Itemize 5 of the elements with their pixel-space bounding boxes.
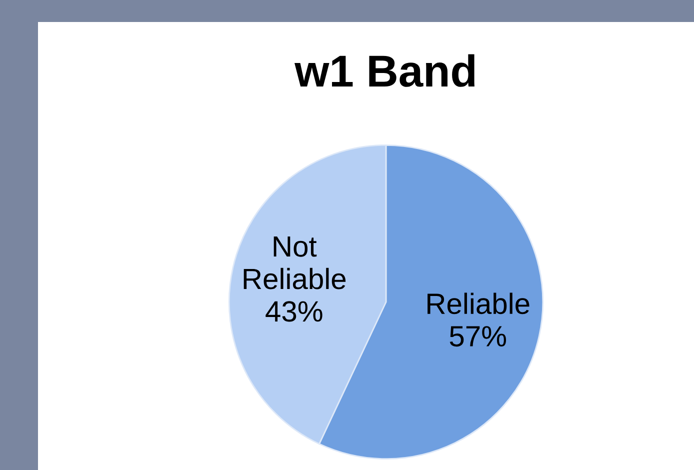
chart-title: w1 Band [294,54,474,87]
slice-label: Not Reliable [244,236,346,290]
data-label: 43% [266,301,322,322]
data-label: 57% [450,326,506,347]
slice-label: Reliable [428,292,530,314]
